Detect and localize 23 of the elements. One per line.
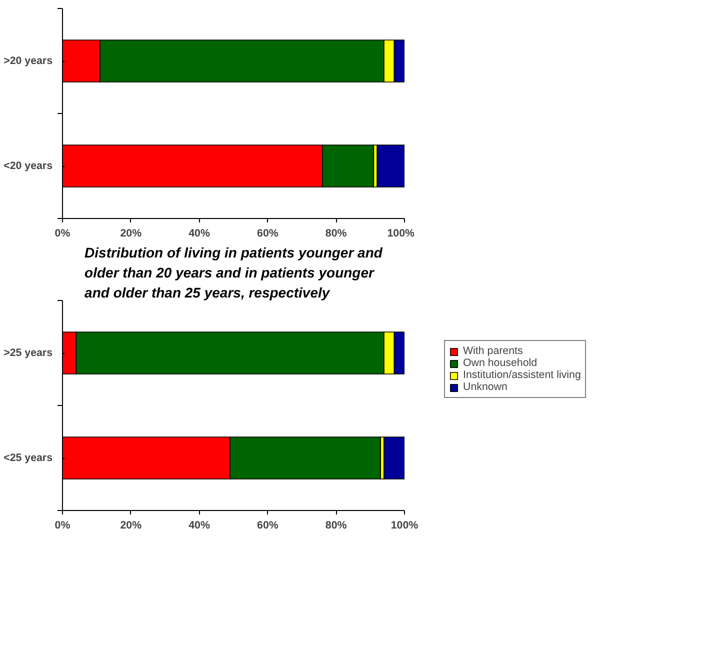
y-tick-label: >25 years	[4, 347, 53, 359]
x-tick-label: 100%	[387, 228, 416, 240]
bar	[384, 436, 404, 480]
x-tick-label: 40%	[188, 228, 210, 240]
bar	[376, 144, 404, 188]
x-tick-label: 100%	[390, 520, 419, 532]
legend-label: With parents	[463, 345, 523, 357]
x-tick-label: 40%	[188, 520, 210, 532]
x-tick-label: 80%	[325, 228, 348, 240]
legend-label: Unknown	[463, 381, 508, 393]
x-tick-label: 80%	[325, 520, 348, 532]
x-tick-label: 20%	[120, 520, 142, 532]
y-tick-label: <25 years	[4, 452, 53, 464]
x-tick-label: 0%	[54, 520, 71, 532]
x-tick-label: 0%	[54, 228, 71, 240]
chart-title: Distribution of living in patients younger and older than 20 years and in patients younger and older than 25 years, respectively	[84, 244, 383, 300]
legend-label: Own household	[463, 357, 538, 369]
x-tick-label: 60%	[257, 520, 279, 532]
y-tick-label: >20 years	[4, 55, 53, 67]
y-tick-label: <20 years	[4, 160, 53, 172]
x-tick-label: 20%	[120, 228, 142, 240]
legend-label: Institution/assistent living	[463, 369, 581, 381]
x-tick-label: 60%	[257, 228, 279, 240]
